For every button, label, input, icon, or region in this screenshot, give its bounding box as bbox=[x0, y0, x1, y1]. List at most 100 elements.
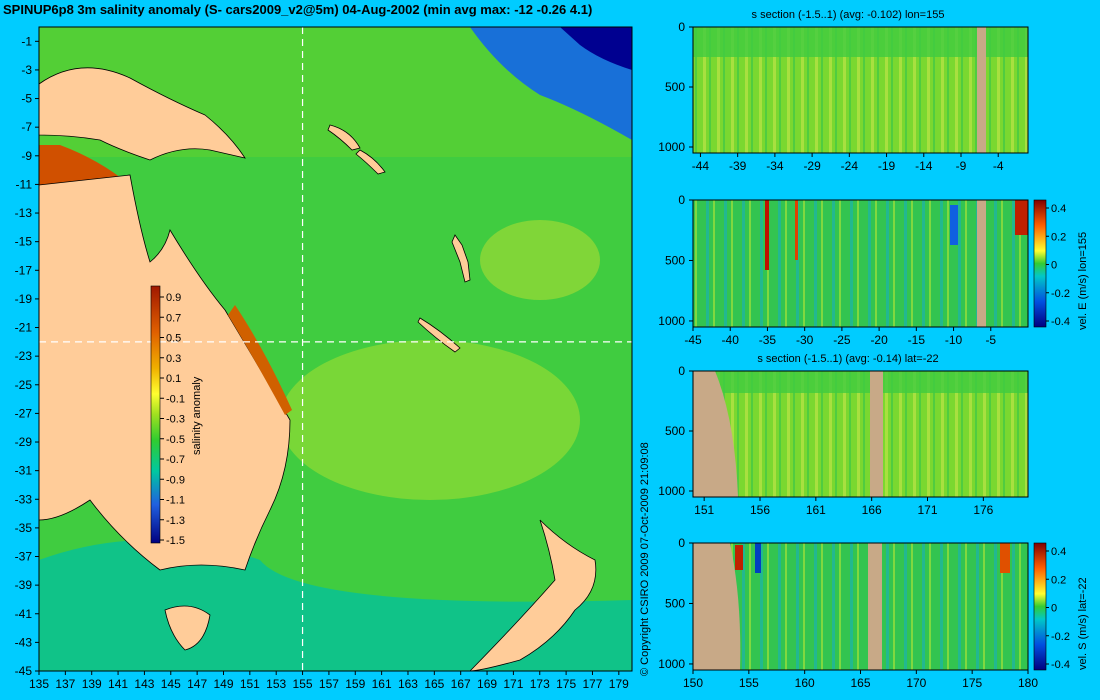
section-x-tick-label: -34 bbox=[766, 159, 784, 173]
velocity-colorbar-tick-label: 0.4 bbox=[1051, 203, 1066, 215]
map-y-tick-label: -11 bbox=[16, 177, 33, 191]
map-y-tick-label: -37 bbox=[15, 550, 33, 564]
section-x-tick-label: -30 bbox=[796, 333, 814, 347]
map-y-tick-label: -15 bbox=[15, 235, 33, 249]
velocity-colorbar-tick-label: -0.2 bbox=[1051, 288, 1070, 300]
map-x-tick-label: 149 bbox=[213, 677, 233, 691]
section-y-tick-label: 1000 bbox=[658, 657, 685, 671]
section-x-tick-label: -39 bbox=[729, 159, 747, 173]
section-x-tick-label: 160 bbox=[795, 676, 815, 690]
map-x-tick-label: 157 bbox=[319, 677, 339, 691]
map-y-tick-label: -19 bbox=[15, 292, 33, 306]
section-x-tick-label: -9 bbox=[956, 159, 967, 173]
map-y-axis: -1 -3 -5 -7 -9 -11 -13 -15 -17 -19 -21 -23 -25 -27 -29… bbox=[15, 34, 39, 678]
colorbar-tick-label: -1.5 bbox=[166, 535, 185, 547]
section-panel-1: s section (-1.5..1) (avg: -0.102) lon=15… bbox=[692, 9, 1029, 154]
colorbar-tick-label: -1.3 bbox=[166, 515, 185, 527]
map-y-tick-label: -33 bbox=[15, 492, 33, 506]
section-panel-2: vel. E (m/s) lon=155 bbox=[692, 199, 1089, 330]
section-x-tick-label: -19 bbox=[878, 159, 896, 173]
map-y-tick-label: -25 bbox=[15, 378, 33, 392]
section-x-tick-label: -29 bbox=[803, 159, 821, 173]
colorbar-tick-label: 0.5 bbox=[166, 333, 181, 345]
map-x-tick-label: 169 bbox=[477, 677, 497, 691]
section-y-tick-label: 500 bbox=[665, 253, 685, 267]
map-x-tick-label: 179 bbox=[609, 677, 629, 691]
colorbar-tick-label: -0.9 bbox=[166, 474, 185, 486]
section-x-tick-label: 151 bbox=[694, 503, 714, 517]
map-new-guinea bbox=[38, 67, 246, 161]
map-y-tick-label: -9 bbox=[21, 149, 32, 163]
section-3-land-mid bbox=[870, 371, 883, 497]
velocity-colorbar-tick-label: 0.2 bbox=[1051, 231, 1066, 243]
map-australia bbox=[38, 174, 291, 571]
section-x-tick-label: -15 bbox=[908, 333, 926, 347]
section-x-tick-label: 150 bbox=[683, 676, 703, 690]
map-solomon-islands bbox=[327, 124, 386, 175]
section-x-tick-label: 176 bbox=[973, 503, 993, 517]
map-new-caledonia bbox=[417, 317, 461, 353]
section-1-frame bbox=[692, 26, 1029, 154]
section-x-tick-label: -10 bbox=[945, 333, 963, 347]
section-2-ylabel: vel. E (m/s) lon=155 bbox=[1077, 232, 1089, 330]
page-title: SPINUP6p8 3m salinity anomaly (S- cars20… bbox=[3, 2, 593, 17]
map-y-tick-label: -3 bbox=[21, 63, 32, 77]
map-x-tick-label: 143 bbox=[134, 677, 154, 691]
section-2-jet-2 bbox=[795, 200, 798, 260]
copyright-text: © Copyright CSIRO 2009 07-Oct-2009 21:09… bbox=[639, 442, 651, 676]
section-4-field bbox=[693, 543, 1028, 670]
section-y-tick-label: 1000 bbox=[658, 314, 685, 328]
map-yellow-patch bbox=[280, 340, 580, 500]
section-x-tick-label: -35 bbox=[759, 333, 777, 347]
map-y-tick-label: -29 bbox=[15, 435, 33, 449]
section-2-jet-1 bbox=[765, 200, 769, 270]
section-1-title: s section (-1.5..1) (avg: -0.102) lon=15… bbox=[752, 9, 945, 21]
map-y-tick-label: -27 bbox=[15, 406, 33, 420]
map-frame bbox=[38, 26, 633, 672]
colorbar-tick-label: -1.1 bbox=[166, 495, 185, 507]
map-tasmania bbox=[164, 605, 211, 651]
map-y-tick-label: -45 bbox=[15, 664, 33, 678]
map-x-tick-label: 173 bbox=[530, 677, 550, 691]
map-x-tick-label: 171 bbox=[503, 677, 523, 691]
section-1-land bbox=[977, 27, 986, 153]
salinity-colorbar-ticks: 0.9 0.7 0.5 0.3 0.1 -0.1 -0.3 -0.5 -0.7 -0.9 -1.1 -… bbox=[160, 292, 185, 547]
salinity-colorbar bbox=[150, 285, 161, 544]
velocity-colorbar-tick-label: -0.2 bbox=[1051, 631, 1070, 643]
velocity-colorbar-tick-label: -0.4 bbox=[1051, 659, 1070, 671]
section-4-jet-1 bbox=[755, 543, 761, 573]
map-x-tick-label: 165 bbox=[424, 677, 444, 691]
map-x-tick-label: 137 bbox=[55, 677, 75, 691]
section-x-tick-label: -44 bbox=[692, 159, 710, 173]
colorbar-tick-label: -0.3 bbox=[166, 414, 185, 426]
section-y-tick-label: 1000 bbox=[658, 140, 685, 154]
section-x-tick-label: 175 bbox=[962, 676, 982, 690]
section-x-tick-label: -45 bbox=[684, 333, 702, 347]
map-x-tick-label: 167 bbox=[451, 677, 471, 691]
section-x-tick-label: -14 bbox=[915, 159, 933, 173]
section-y-tick-label: 0 bbox=[678, 20, 685, 34]
section-x-tick-label: 180 bbox=[1018, 676, 1038, 690]
map-vanuatu bbox=[451, 234, 471, 283]
colorbar-tick-label: -0.7 bbox=[166, 454, 185, 466]
map-y-tick-label: -1 bbox=[21, 34, 32, 48]
velocity-colorbar-tick-label: 0 bbox=[1051, 603, 1057, 615]
section-x-tick-label: -24 bbox=[841, 159, 859, 173]
map-x-tick-label: 151 bbox=[240, 677, 260, 691]
section-y-tick-label: 1000 bbox=[658, 484, 685, 498]
section-x-tick-label: -4 bbox=[993, 159, 1004, 173]
colorbar-tick-label: 0.7 bbox=[166, 312, 181, 324]
section-3-title: s section (-1.5..1) (avg: -0.14) lat=-22 bbox=[757, 353, 938, 365]
map-x-tick-label: 161 bbox=[372, 677, 392, 691]
map-x-tick-label: 141 bbox=[108, 677, 128, 691]
section-3-frame bbox=[692, 370, 1029, 498]
map-fresh-anomaly-core bbox=[560, 27, 632, 70]
map-y-tick-label: -43 bbox=[15, 635, 33, 649]
map-x-tick-label: 175 bbox=[556, 677, 576, 691]
section-panel-3: s section (-1.5..1) (avg: -0.14) lat=-22 bbox=[692, 353, 1029, 498]
map-x-tick-label: 159 bbox=[345, 677, 365, 691]
section-x-tick-label: 161 bbox=[806, 503, 826, 517]
map-fresh-anomaly-ne bbox=[470, 27, 632, 140]
map-x-tick-label: 155 bbox=[293, 677, 313, 691]
